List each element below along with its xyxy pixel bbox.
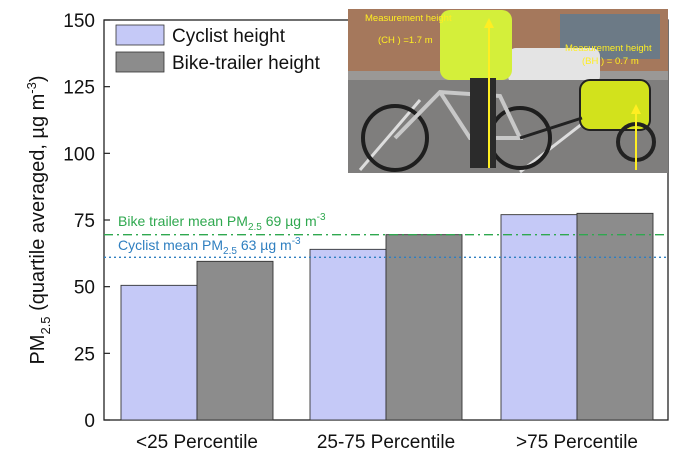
y-tick-label: 50 <box>74 278 95 299</box>
legend-label-cyclist: Cyclist height <box>172 26 286 47</box>
photo-cyclist-jacket <box>440 10 512 80</box>
trailer-measurement-label-line2: (BH ) = 0.7 m <box>582 56 639 67</box>
y-tick-label: 0 <box>84 411 95 432</box>
y-axis-ticks: 0 25 50 75 100 125 150 <box>63 11 110 432</box>
bar-trailer-2 <box>576 212 654 421</box>
reference-lines <box>104 233 668 259</box>
legend-swatch-trailer <box>115 51 165 73</box>
bar-trailer-0 <box>196 260 274 421</box>
photo-bike-front-wheel <box>361 104 429 172</box>
bar-marks <box>120 212 654 421</box>
legend-label-trailer: Bike-trailer height <box>172 53 321 74</box>
photo-car <box>508 48 600 84</box>
legend: Cyclist height Bike-trailer height <box>115 24 321 74</box>
legend-swatch-cyclist <box>115 24 165 46</box>
x-category-label: >75 Percentile <box>516 432 638 453</box>
inset-photo: Measurement height (CH ) =1.7 m Measurem… <box>348 9 668 174</box>
y-tick-label: 150 <box>63 11 95 32</box>
bar-cyclist-0 <box>120 284 198 421</box>
x-axis-category-labels: <25 Percentile 25-75 Percentile >75 Percen… <box>136 432 638 453</box>
trailer-height-arrowhead <box>631 104 641 114</box>
bar-cyclist-2 <box>500 214 578 421</box>
cyclist-measurement-label-line2: (CH ) =1.7 m <box>378 35 433 46</box>
x-category-label: 25-75 Percentile <box>317 432 455 453</box>
y-axis-title: PM2.5 (quartile averaged, µg m-3) <box>24 75 53 364</box>
bar-trailer-1 <box>385 234 463 421</box>
photo-cyclist-legs <box>470 78 496 168</box>
y-tick-label: 25 <box>74 344 95 365</box>
photo-trailer-hitch <box>519 116 583 140</box>
cyclist-height-arrowhead <box>484 18 494 28</box>
y-tick-label: 125 <box>63 78 95 99</box>
photo-trailer-body <box>579 79 651 131</box>
x-category-label: <25 Percentile <box>136 432 258 453</box>
y-tick-label: 100 <box>63 144 95 165</box>
bar-cyclist-1 <box>309 248 387 421</box>
trailer-mean-label: Bike trailer mean PM2.5 69 µg m-3 <box>118 212 326 233</box>
cyclist-measurement-label-line1: Measurement height <box>365 13 452 24</box>
trailer-measurement-label-line1: Measurement height <box>565 43 652 54</box>
photo-bike-frame <box>393 89 524 140</box>
cyclist-mean-label: Cyclist mean PM2.5 63 µg m-3 <box>118 236 301 257</box>
y-tick-label: 75 <box>74 211 95 232</box>
